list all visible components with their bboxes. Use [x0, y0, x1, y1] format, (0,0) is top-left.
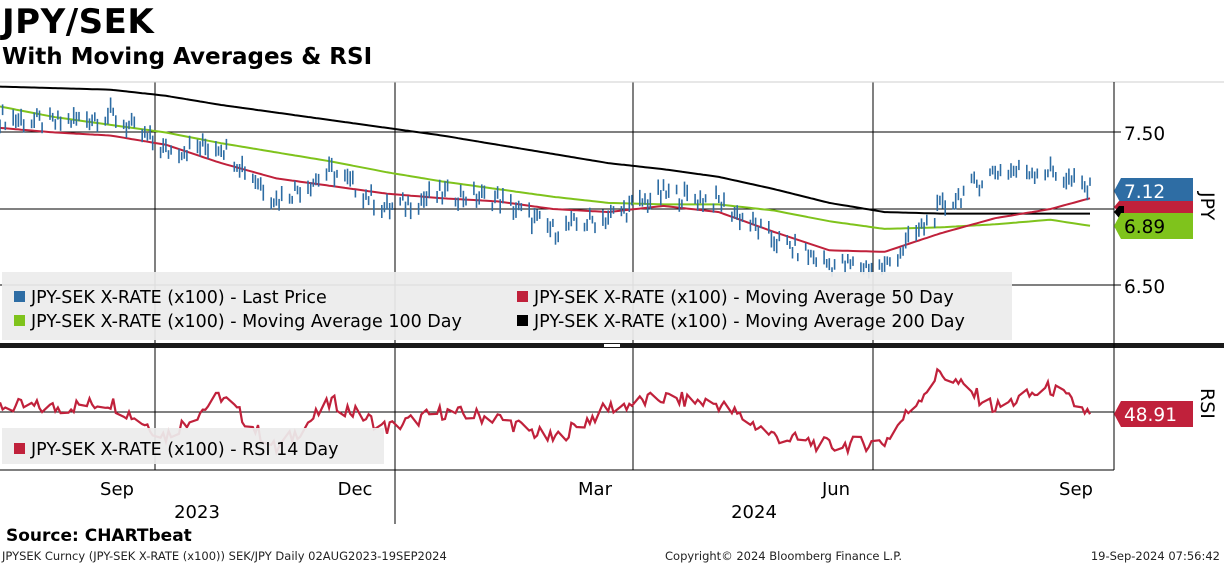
legend-item-rsi: JPY-SEK X-RATE (x100) - RSI 14 Day — [14, 440, 339, 460]
page-subtitle: With Moving Averages & RSI — [2, 44, 373, 70]
rsi-series-group — [0, 367, 1091, 457]
legend-label-last-price: JPY-SEK X-RATE (x100) - Last Price — [30, 288, 327, 308]
legend-swatch-ma50 — [517, 291, 528, 302]
page-title: JPY/SEK — [2, 2, 155, 42]
series-line-rsi — [0, 367, 1091, 457]
price-axis-title: JPY — [1196, 191, 1218, 221]
legend-label-ma100: JPY-SEK X-RATE (x100) - Moving Average 1… — [30, 312, 462, 332]
x-tick-label: Dec — [338, 479, 373, 500]
rsi-legend — [2, 428, 384, 464]
rsi-tag: 48.91 — [1114, 401, 1193, 427]
legend-label-ma50: JPY-SEK X-RATE (x100) - Moving Average 5… — [533, 288, 954, 308]
y-tick-label: 7.50 — [1124, 124, 1165, 145]
series-line-ma50 — [0, 126, 1091, 253]
series-line-ma100 — [0, 105, 1091, 230]
ma100-tag: 6.89 — [1114, 213, 1193, 239]
x-tick-label: Sep — [1059, 479, 1093, 500]
y-tick-label: 6.50 — [1124, 277, 1165, 298]
footer-copyright: Copyright© 2024 Bloomberg Finance L.P. — [665, 549, 902, 563]
legend-label-rsi: JPY-SEK X-RATE (x100) - RSI 14 Day — [30, 440, 339, 460]
source-label: Source: CHARTbeat — [6, 526, 192, 546]
legend-label-ma200: JPY-SEK X-RATE (x100) - Moving Average 2… — [533, 312, 965, 332]
frame — [0, 81, 1224, 471]
rsi-axis-title: RSI — [1196, 388, 1218, 419]
legend-swatch-rsi — [14, 443, 25, 454]
legend-swatch-ma200 — [517, 315, 528, 326]
ma100-value: 6.89 — [1124, 217, 1165, 238]
x-tick-label: Sep — [100, 479, 134, 500]
x-tick-label: Jun — [821, 479, 850, 500]
last-price-value: 7.12 — [1124, 182, 1165, 203]
x-year-label: 2023 — [174, 502, 220, 523]
last-price-tag: 7.12 — [1114, 178, 1193, 204]
x-year-label: 2024 — [731, 502, 777, 523]
ma50-tag — [1114, 201, 1193, 213]
legend-item-ma200: JPY-SEK X-RATE (x100) - Moving Average 2… — [517, 312, 965, 332]
footer-timestamp: 19-Sep-2024 07:56:42 — [1090, 549, 1220, 563]
legend-item-last-price: JPY-SEK X-RATE (x100) - Last Price — [14, 288, 327, 308]
chart-canvas: JPY-SEK X-RATE (x100) - Last Price JPY-S… — [0, 81, 1224, 524]
rsi-value: 48.91 — [1124, 405, 1177, 426]
price-legend — [2, 272, 1012, 340]
footer-ticker-info: JPYSEK Curncy (JPY-SEK X-RATE (x100)) SE… — [2, 549, 447, 563]
legend-swatch-last-price — [14, 291, 25, 302]
legend-item-ma100: JPY-SEK X-RATE (x100) - Moving Average 1… — [14, 312, 462, 332]
price-series-group — [0, 85, 1091, 279]
legend-swatch-ma100 — [14, 315, 25, 326]
legend-item-ma50: JPY-SEK X-RATE (x100) - Moving Average 5… — [517, 288, 954, 308]
series-line-ma200 — [0, 85, 1090, 215]
x-tick-label: Mar — [578, 479, 613, 500]
